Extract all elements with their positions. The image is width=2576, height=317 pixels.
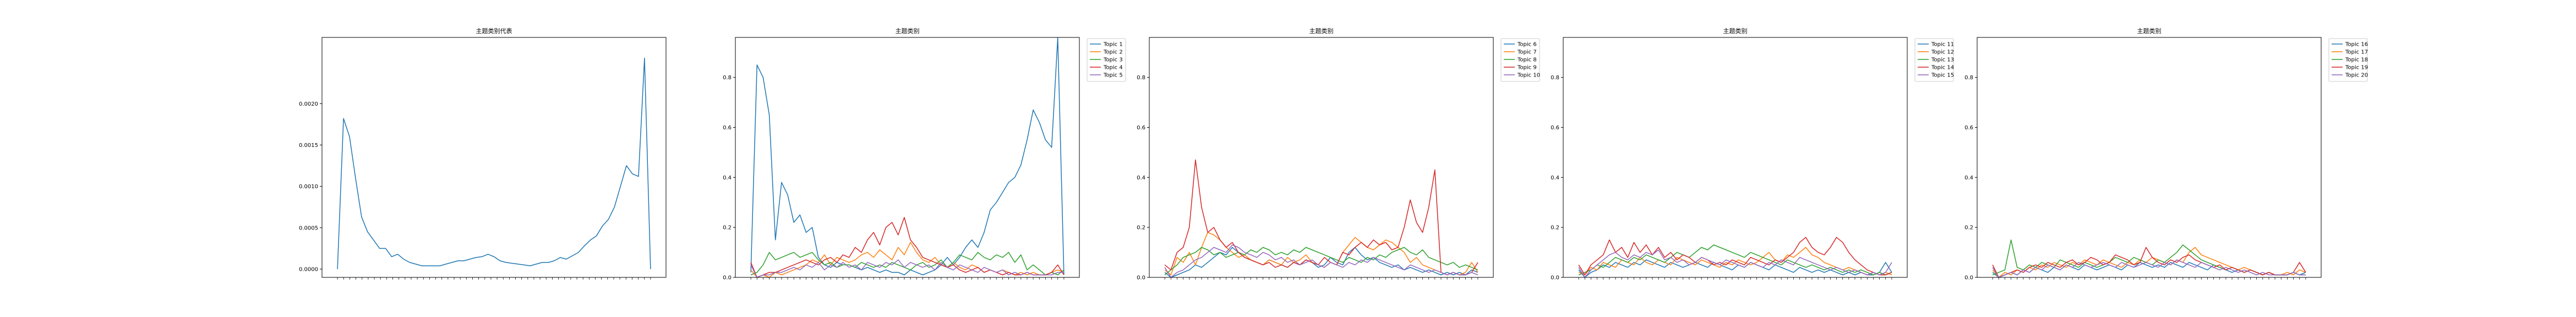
- y-tick-label: 0.0010: [299, 184, 318, 190]
- y-tick-label: 0.4: [1551, 175, 1559, 181]
- series-line-topic-3: [750, 252, 1065, 276]
- y-tick-label: 0.8: [723, 75, 732, 81]
- series-line-main: [337, 57, 651, 270]
- plot-frame: [1149, 37, 1494, 278]
- y-tick-label: 0.6: [723, 125, 732, 131]
- y-tick-label: 0.6: [1964, 125, 1973, 131]
- chart-panel-1: 主题类别代表 0.0000 0.0005 0.0010 0.0015 0.0020: [299, 27, 667, 280]
- y-tick-label: 0.8: [1551, 75, 1559, 81]
- y-tick-label: 0.6: [1551, 125, 1559, 131]
- series-line-topic-18: [1992, 239, 2306, 276]
- chart-title: 主题类别: [1309, 27, 1334, 35]
- y-tick-label: 0.0: [1551, 275, 1559, 281]
- series-line-topic-20: [1992, 259, 2306, 278]
- plot-frame: [1977, 37, 2322, 278]
- y-tick-label: 0.0015: [299, 143, 318, 149]
- y-tick-label: 0.2: [1964, 225, 1973, 231]
- legend-entry: Topic 11: [1931, 42, 1954, 48]
- y-tick-label: 0.0: [1137, 275, 1145, 281]
- y-tick-label: 0.0: [1964, 275, 1973, 281]
- legend-entry: Topic 18: [2345, 57, 2368, 63]
- series-line-topic-14: [1578, 237, 1892, 276]
- legend-box: [2328, 38, 2368, 82]
- legend-entry: Topic 10: [1517, 73, 1540, 79]
- y-tick-label: 0.8: [1964, 75, 1973, 81]
- series-line-topic-9: [1164, 159, 1478, 276]
- legend-entry: Topic 2: [1103, 50, 1123, 56]
- legend-entry: Topic 1: [1103, 42, 1123, 48]
- series-line-topic-15: [1578, 249, 1892, 278]
- chart-title: 主题类别代表: [476, 27, 512, 35]
- legend-entry: Topic 17: [2345, 50, 2368, 56]
- series-line-topic-5: [750, 259, 1064, 278]
- series-line-topic-8: [1164, 247, 1478, 276]
- plot-frame: [735, 37, 1080, 278]
- legend-entry: Topic 12: [1931, 50, 1954, 56]
- y-tick-label: 0.6: [1137, 125, 1145, 131]
- y-tick-label: 0.4: [723, 175, 732, 181]
- y-tick-label: 0.2: [1551, 225, 1559, 231]
- chart-title: 主题类别: [1723, 27, 1748, 35]
- legend-entry: Topic 8: [1517, 57, 1537, 63]
- series-line-topic-11: [1578, 259, 1892, 278]
- series-line-topic-10: [1164, 244, 1478, 278]
- chart-title: 主题类别: [896, 27, 920, 35]
- y-tick-label: 0.2: [1137, 225, 1145, 231]
- series-line-topic-6: [1164, 247, 1478, 278]
- chart-title: 主题类别: [2137, 27, 2162, 35]
- legend-box: [1500, 38, 1540, 82]
- y-tick-label: 0.0000: [299, 266, 318, 272]
- legend-box: [1087, 38, 1126, 82]
- y-tick-label: 0.8: [1137, 75, 1145, 81]
- legend-entry: Topic 19: [2345, 65, 2368, 71]
- y-tick-label: 0.4: [1964, 175, 1973, 181]
- legend-box: [1914, 38, 1954, 82]
- series-line-topic-13: [1578, 244, 1892, 276]
- y-tick-label: 0.4: [1137, 175, 1145, 181]
- legend-entry: Topic 13: [1931, 57, 1954, 63]
- plot-frame: [321, 37, 667, 278]
- legend-entry: Topic 14: [1931, 65, 1954, 71]
- legend-entry: Topic 16: [2345, 42, 2368, 48]
- y-tick-label: 0.2: [723, 225, 732, 231]
- legend-entry: Topic 9: [1517, 65, 1537, 71]
- series-line-topic-1: [750, 37, 1065, 276]
- series-line-topic-19: [1992, 247, 2306, 278]
- legend-entry: Topic 6: [1517, 42, 1537, 48]
- legend-entry: Topic 3: [1103, 57, 1123, 63]
- legend-entry: Topic 7: [1517, 50, 1537, 56]
- y-tick-label: 0.0: [723, 275, 732, 281]
- legend-entry: Topic 20: [2345, 73, 2368, 79]
- legend-entry: Topic 5: [1103, 73, 1123, 79]
- y-tick-label: 0.0005: [299, 225, 318, 231]
- legend-entry: Topic 4: [1103, 65, 1123, 71]
- y-tick-label: 0.0020: [299, 101, 318, 107]
- plot-frame: [1563, 37, 1908, 278]
- legend-entry: Topic 15: [1931, 73, 1954, 79]
